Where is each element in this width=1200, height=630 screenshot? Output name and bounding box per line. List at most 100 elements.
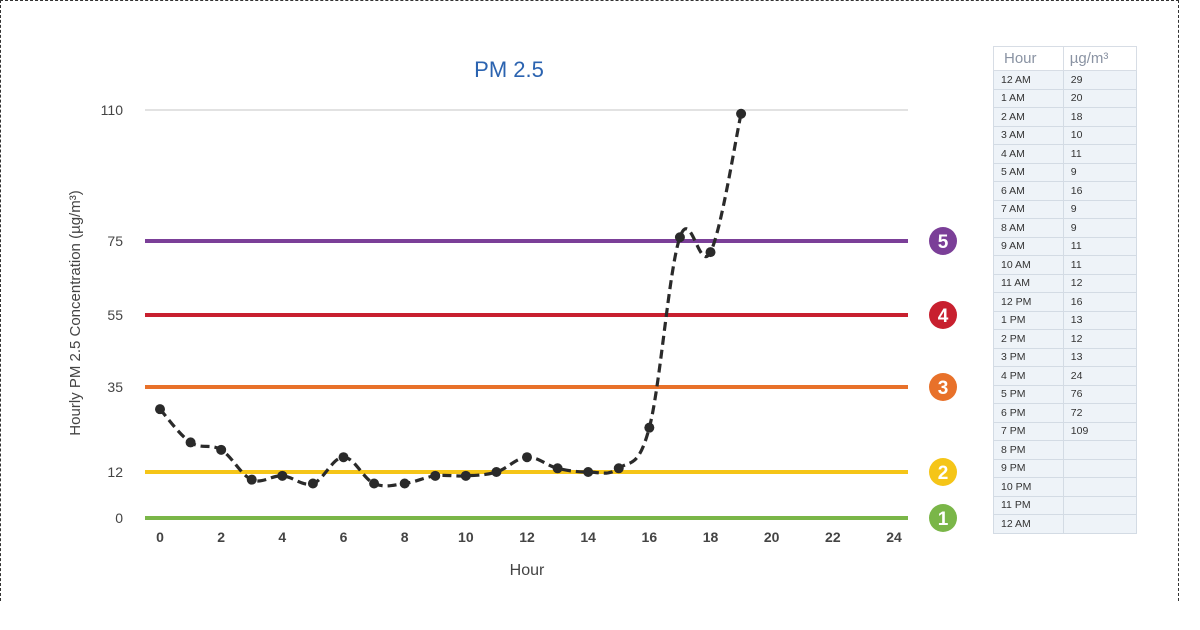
x-tick-label: 18 <box>703 529 719 545</box>
threshold-badge-label: 2 <box>938 463 949 484</box>
value-cell: 109 <box>1062 421 1138 441</box>
x-tick-label: 14 <box>580 529 596 545</box>
data-point <box>369 478 380 489</box>
value-cell <box>1062 477 1138 497</box>
hour-cell: 7 AM <box>993 199 1064 219</box>
table-row: 4 PM 24 <box>993 366 1138 386</box>
hour-cell: 4 PM <box>993 366 1064 386</box>
data-point <box>430 470 441 481</box>
x-tick-label: 10 <box>458 529 474 545</box>
hour-cell: 2 PM <box>993 329 1064 349</box>
data-point <box>155 404 165 415</box>
table-row: 11 PM <box>993 495 1138 515</box>
value-cell: 9 <box>1062 162 1138 182</box>
table-row: 12 AM <box>993 514 1138 534</box>
y-tick-label: 75 <box>107 233 123 249</box>
x-tick-label: 6 <box>340 529 348 545</box>
table-row: 5 AM 9 <box>993 162 1138 182</box>
y-tick-label: 12 <box>107 464 123 480</box>
data-point <box>277 470 288 481</box>
hourly-data-table: Hour µg/m³ 12 AM 29 1 AM 20 2 AM 18 3 AM 10 4 AM… <box>993 46 1138 534</box>
hour-cell: 10 AM <box>993 255 1064 275</box>
value-cell: 9 <box>1062 199 1138 219</box>
value-cell: 11 <box>1062 236 1138 256</box>
table-row: 12 PM 16 <box>993 292 1138 312</box>
value-cell: 29 <box>1062 70 1138 90</box>
value-cell: 13 <box>1062 347 1138 367</box>
value-cell: 9 <box>1062 218 1138 238</box>
hour-cell: 8 PM <box>993 440 1064 460</box>
x-tick-label: 2 <box>217 529 225 545</box>
table-header-row: Hour µg/m³ <box>993 46 1138 71</box>
hour-cell: 9 AM <box>993 236 1064 256</box>
value-column-header: µg/m³ <box>1062 46 1138 71</box>
table-row: 7 PM 109 <box>993 421 1138 441</box>
y-tick-label: 0 <box>115 510 123 526</box>
hour-cell: 4 AM <box>993 144 1064 164</box>
table-row: 2 PM 12 <box>993 329 1138 349</box>
hour-cell: 1 PM <box>993 310 1064 330</box>
hour-cell: 12 AM <box>993 70 1064 90</box>
y-axis-label: Hourly PM 2.5 Concentration (µg/m³) <box>67 190 84 435</box>
x-tick-label: 16 <box>642 529 658 545</box>
data-point <box>491 467 502 477</box>
y-tick-label: 35 <box>107 379 123 395</box>
value-cell: 16 <box>1062 181 1138 201</box>
value-cell: 72 <box>1062 403 1138 423</box>
hour-cell: 10 PM <box>993 477 1064 497</box>
hour-cell: 9 PM <box>993 458 1064 478</box>
table-row: 7 AM 9 <box>993 199 1138 219</box>
hour-cell: 1 AM <box>993 88 1064 108</box>
value-cell: 11 <box>1062 255 1138 275</box>
threshold-badge-label: 1 <box>938 509 949 530</box>
threshold-badge-3 <box>929 373 957 401</box>
hour-cell: 2 AM <box>993 107 1064 127</box>
value-cell: 12 <box>1062 273 1138 293</box>
table-row: 3 AM 10 <box>993 125 1138 145</box>
hour-cell: 12 PM <box>993 292 1064 312</box>
value-cell: 18 <box>1062 107 1138 127</box>
data-point <box>399 478 410 489</box>
hour-cell: 3 PM <box>993 347 1064 367</box>
hour-cell: 11 PM <box>993 495 1064 515</box>
value-cell: 76 <box>1062 384 1138 404</box>
value-cell <box>1062 458 1138 478</box>
x-tick-label: 24 <box>886 529 902 545</box>
threshold-badge-label: 3 <box>938 378 949 399</box>
hour-cell: 3 AM <box>993 125 1064 145</box>
threshold-badge-2 <box>929 458 957 486</box>
x-tick-label: 22 <box>825 529 841 545</box>
series-line <box>158 113 743 488</box>
data-point <box>338 452 349 463</box>
hour-cell: 11 AM <box>993 273 1064 293</box>
data-point <box>736 108 747 119</box>
table-row: 8 PM <box>993 440 1138 460</box>
table-row: 1 PM 13 <box>993 310 1138 330</box>
hour-cell: 12 AM <box>993 514 1064 534</box>
hour-column-header: Hour <box>993 46 1064 71</box>
y-tick-label: 55 <box>107 307 123 323</box>
value-cell: 20 <box>1062 88 1138 108</box>
table-row: 11 AM 12 <box>993 273 1138 293</box>
threshold-badge-label: 5 <box>938 232 949 253</box>
data-point <box>460 470 471 481</box>
hour-cell: 7 PM <box>993 421 1064 441</box>
data-point <box>307 478 318 489</box>
hour-cell: 6 PM <box>993 403 1064 423</box>
value-cell <box>1062 440 1138 460</box>
table-row: 9 PM <box>993 458 1138 478</box>
value-cell: 24 <box>1062 366 1138 386</box>
data-point <box>674 232 685 243</box>
data-point <box>613 463 624 474</box>
data-point <box>246 474 257 485</box>
value-cell: 10 <box>1062 125 1138 145</box>
table-row: 12 AM 29 <box>993 70 1138 90</box>
value-cell: 12 <box>1062 329 1138 349</box>
value-cell: 13 <box>1062 310 1138 330</box>
x-tick-label: 12 <box>519 529 535 545</box>
chart-title: PM 2.5 <box>474 57 544 82</box>
y-tick-label: 110 <box>101 102 124 118</box>
x-tick-label: 8 <box>401 529 409 545</box>
x-axis-label: Hour <box>510 562 545 579</box>
table-row: 10 AM 11 <box>993 255 1138 275</box>
